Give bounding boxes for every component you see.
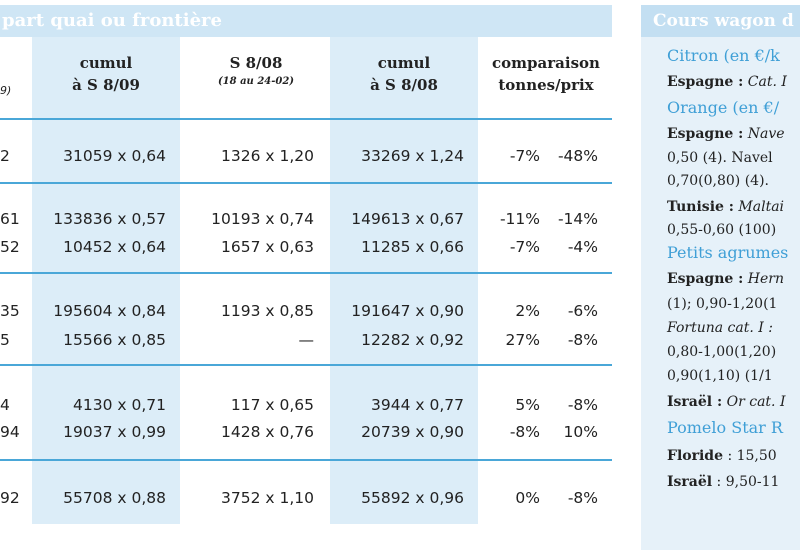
right-line: Petits agrumes bbox=[667, 243, 789, 262]
right-line: Pomelo Star R bbox=[667, 418, 783, 437]
right-line: (1); 0,90-1,20(1 bbox=[667, 296, 778, 312]
divider bbox=[0, 118, 612, 120]
shade-col-cumul-0808 bbox=[330, 37, 478, 524]
section-title-bar: part quai ou frontière bbox=[0, 5, 612, 37]
header-s808: S 8/08 (18 au 24-02) bbox=[217, 54, 295, 87]
right-line: 0,50 (4). Navel bbox=[667, 150, 773, 166]
right-line: 0,90(1,10) (1/1 bbox=[667, 368, 773, 384]
right-line: Orange (en €/ bbox=[667, 98, 780, 117]
right-line: Floride : 15,50 bbox=[667, 448, 777, 464]
right-line: Israël : Or cat. I bbox=[667, 394, 786, 410]
right-line: Espagne : Cat. I bbox=[667, 74, 787, 90]
right-line: Fortuna cat. I : bbox=[667, 320, 773, 336]
right-panel-title: Cours wagon d bbox=[641, 5, 800, 37]
divider bbox=[0, 364, 612, 366]
shade-col-cumul-0809 bbox=[32, 37, 180, 524]
right-line: 0,55-0,60 (100) bbox=[667, 222, 777, 238]
right-line: 0,80-1,00(1,20) bbox=[667, 344, 777, 360]
divider bbox=[0, 459, 612, 461]
right-line: 0,70(0,80) (4). bbox=[667, 173, 769, 189]
partial-header: 9) bbox=[0, 84, 12, 97]
left-table-panel: part quai ou frontière 9) cumul à S 8/09… bbox=[0, 5, 612, 524]
right-line: Israël : 9,50-11 bbox=[667, 474, 780, 490]
right-prices-panel: Cours wagon d Citron (en €/k Espagne : C… bbox=[641, 5, 800, 550]
right-line: Citron (en €/k bbox=[667, 46, 780, 65]
header-cumul-0809: cumul à S 8/09 bbox=[72, 54, 140, 94]
divider bbox=[0, 182, 612, 184]
section-title: part quai ou frontière bbox=[2, 10, 222, 31]
right-line: Tunisie : Maltai bbox=[667, 199, 785, 215]
divider bbox=[0, 272, 612, 274]
header-cumul-0808: cumul à S 8/08 bbox=[370, 54, 438, 94]
right-line: Espagne : Nave bbox=[667, 126, 785, 142]
right-line: Espagne : Hern bbox=[667, 271, 784, 287]
header-comparaison: comparaison tonnes/prix bbox=[492, 54, 600, 94]
